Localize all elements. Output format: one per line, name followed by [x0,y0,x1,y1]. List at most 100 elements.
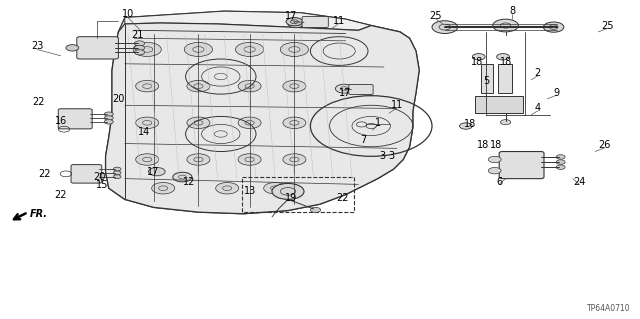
FancyBboxPatch shape [349,85,373,94]
Circle shape [187,154,210,165]
Circle shape [136,80,159,92]
Text: 17: 17 [147,167,160,177]
Text: 22: 22 [336,193,349,203]
Text: FR.: FR. [30,209,48,219]
Text: 22: 22 [54,189,67,200]
Text: 14: 14 [138,127,150,137]
Text: 22: 22 [32,97,45,107]
Circle shape [500,120,511,125]
Text: 18: 18 [464,119,477,130]
Text: 17: 17 [339,87,352,98]
Circle shape [113,175,121,179]
Text: 11: 11 [390,100,403,110]
Circle shape [173,172,192,182]
Circle shape [134,45,145,50]
Text: 5: 5 [483,76,490,86]
Circle shape [286,18,303,26]
Circle shape [104,112,113,116]
Text: 13: 13 [243,186,256,197]
Circle shape [556,165,565,169]
Circle shape [187,80,210,92]
Circle shape [335,84,353,93]
Text: 4: 4 [534,103,541,114]
Circle shape [187,117,210,129]
Text: 18: 18 [477,140,490,150]
Text: 20: 20 [112,94,125,104]
Text: 25: 25 [429,11,442,21]
Circle shape [134,41,145,46]
Text: 20: 20 [93,172,106,182]
Circle shape [238,117,261,129]
Text: TP64A0710: TP64A0710 [587,304,630,313]
Circle shape [134,50,145,55]
Text: 23: 23 [31,41,44,51]
Circle shape [104,120,113,124]
FancyBboxPatch shape [77,37,118,59]
Text: 9: 9 [554,87,560,98]
Text: 2: 2 [534,68,541,78]
Circle shape [113,171,121,175]
Text: 21: 21 [131,30,144,40]
Bar [475,96,523,113]
Circle shape [184,42,212,56]
Circle shape [460,123,472,129]
Text: 25: 25 [602,20,614,31]
Text: 8: 8 [509,6,515,16]
Text: 12: 12 [182,177,195,187]
Bar [498,64,512,93]
Text: 22: 22 [38,169,51,179]
FancyBboxPatch shape [302,17,328,27]
Polygon shape [106,23,419,214]
Bar [242,177,354,212]
Text: 10: 10 [122,9,134,19]
Text: 18: 18 [490,140,502,150]
Circle shape [280,42,308,56]
Circle shape [152,182,175,194]
Circle shape [497,54,509,60]
Text: 15: 15 [96,180,109,190]
Text: 24: 24 [573,177,586,187]
Circle shape [216,182,239,194]
FancyBboxPatch shape [58,109,92,129]
Circle shape [238,80,261,92]
Text: 6: 6 [496,177,502,187]
Text: 3: 3 [388,151,395,161]
Circle shape [236,42,264,56]
Circle shape [66,45,79,51]
Circle shape [488,167,501,174]
Text: 26: 26 [598,140,611,150]
Circle shape [238,154,261,165]
Text: 3: 3 [380,151,386,161]
Circle shape [493,19,518,32]
Text: 19: 19 [285,193,298,203]
Circle shape [556,160,565,164]
Bar [481,64,493,93]
Text: 1: 1 [374,118,381,128]
Text: 18: 18 [499,57,512,67]
Circle shape [133,42,161,56]
Circle shape [283,80,306,92]
FancyBboxPatch shape [499,152,544,179]
Circle shape [272,183,304,199]
Circle shape [104,116,113,120]
Circle shape [148,167,165,176]
Text: 18: 18 [470,57,483,67]
Polygon shape [125,11,371,30]
Circle shape [136,117,159,129]
Circle shape [543,22,564,32]
Circle shape [432,21,458,33]
Circle shape [488,156,501,163]
Circle shape [472,54,485,60]
Circle shape [136,154,159,165]
Circle shape [283,154,306,165]
Circle shape [113,167,121,171]
Text: 16: 16 [54,116,67,126]
Text: 11: 11 [333,16,346,26]
FancyBboxPatch shape [71,165,102,183]
Circle shape [288,20,303,28]
Circle shape [283,117,306,129]
Text: 17: 17 [285,11,298,21]
Circle shape [310,207,321,212]
Circle shape [264,182,287,194]
Text: 7: 7 [360,135,367,145]
